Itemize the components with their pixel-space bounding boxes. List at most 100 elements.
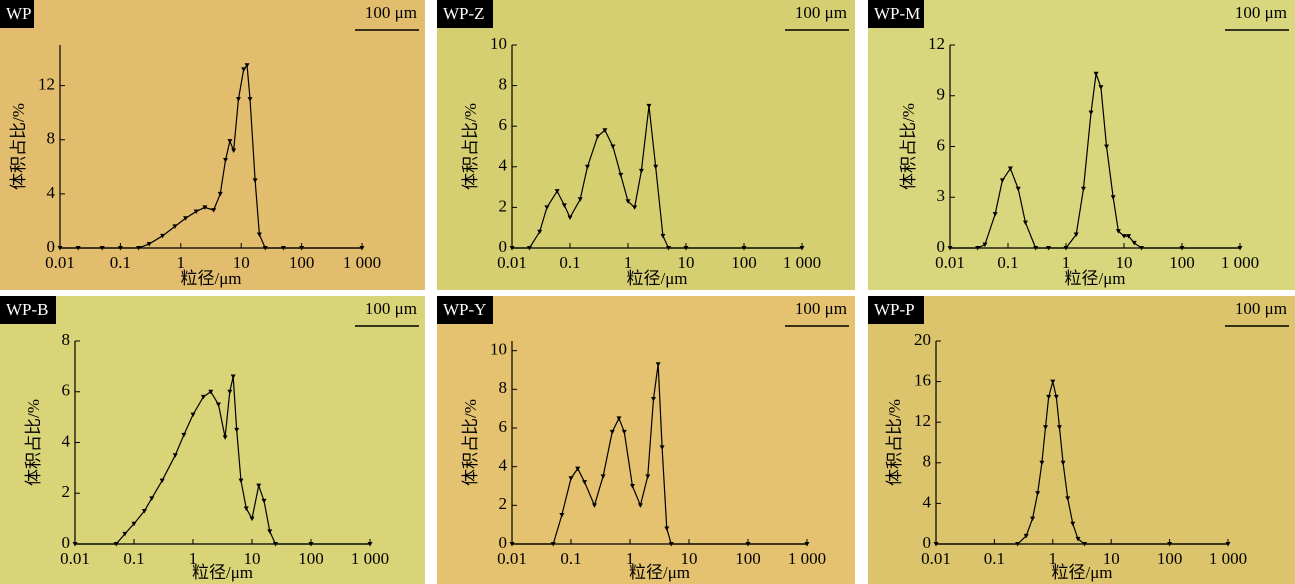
data-marker [600, 474, 606, 479]
data-marker [1115, 229, 1121, 234]
data-marker [933, 542, 939, 547]
data-marker [243, 506, 249, 511]
data-marker [172, 453, 178, 458]
x-tick-label: 100 [298, 549, 324, 568]
x-axis-label: 粒径/μm [626, 269, 687, 288]
data-marker [1050, 379, 1056, 385]
data-marker [741, 246, 747, 251]
panel: WP 100 μm 0 4 8 12 0.01 0.1 1 10 100 1 000 粒径/μm 体积占比… [0, 0, 425, 290]
y-tick-label: 16 [914, 371, 931, 390]
micrograph-background [0, 0, 425, 290]
data-marker [267, 529, 273, 534]
data-marker [183, 216, 189, 221]
scale-bar-label: 100 μm [365, 299, 417, 318]
data-marker [1167, 542, 1173, 547]
data-marker [609, 429, 615, 435]
y-tick-label: 10 [490, 340, 507, 359]
data-marker [625, 199, 631, 204]
data-marker [1023, 533, 1029, 539]
y-tick-label: 8 [923, 452, 932, 471]
data-marker [1030, 516, 1036, 522]
data-marker [550, 542, 556, 547]
data-marker [577, 197, 583, 202]
data-marker [659, 445, 665, 450]
y-axis-label: 体积占比/% [461, 103, 480, 190]
micrograph-background [437, 296, 855, 584]
data-marker [982, 242, 988, 248]
x-tick-label: 100 [1157, 549, 1183, 568]
y-tick-label: 12 [914, 411, 931, 430]
data-marker [1179, 246, 1185, 251]
x-tick-label: 100 [735, 549, 761, 568]
y-axis-label: 体积占比/% [9, 103, 28, 190]
data-marker [668, 542, 674, 547]
x-tick-label: 1 [189, 549, 198, 568]
panel-label-box [0, 296, 56, 324]
data-marker [544, 205, 550, 210]
data-marker [75, 246, 81, 251]
x-tick-label: 0.1 [560, 549, 581, 568]
micrograph-background [868, 0, 1295, 290]
y-tick-label: 8 [62, 330, 71, 349]
data-marker [575, 466, 581, 472]
data-marker [559, 513, 565, 518]
panel: WP-P 100 μm 0 4 8 12 16 20 0.01 0.1 1 10 100 1 000 粒径/… [868, 296, 1295, 584]
x-tick-label: 10 [681, 549, 698, 568]
x-tick-label: 10 [678, 253, 695, 272]
x-tick-label: 0.01 [497, 549, 527, 568]
data-marker [1039, 460, 1045, 466]
data-marker [804, 542, 810, 547]
data-marker [1098, 85, 1104, 90]
x-tick-label: 0.1 [559, 253, 580, 272]
x-tick-label: 0.01 [935, 253, 965, 272]
data-marker [159, 478, 165, 484]
scale-bar-label: 100 μm [1235, 3, 1287, 22]
x-tick-label: 100 [1169, 253, 1195, 272]
data-marker [616, 416, 622, 421]
data-marker [122, 531, 128, 537]
data-marker [975, 246, 981, 251]
data-marker [999, 178, 1005, 183]
x-tick-label: 1 [177, 253, 186, 272]
y-tick-label: 8 [47, 129, 56, 148]
data-marker [509, 246, 515, 251]
panel: WP-Z 100 μm 0 2 4 6 8 10 0.01 0.1 1 10 100 1 000 粒径/μm… [437, 0, 855, 290]
data-marker [1082, 542, 1088, 547]
data-marker [595, 134, 601, 139]
scale-bar-label: 100 μm [795, 3, 847, 22]
data-marker [211, 208, 217, 213]
panel-label: WP-B [6, 300, 49, 319]
x-tick-label: 1 [1049, 549, 1058, 568]
data-marker [1237, 246, 1243, 251]
data-marker [1033, 246, 1039, 251]
y-tick-label: 8 [499, 75, 508, 94]
data-marker [227, 389, 233, 395]
data-marker [1022, 220, 1028, 226]
data-marker [160, 233, 166, 239]
data-marker [618, 172, 624, 178]
data-marker [1015, 542, 1021, 547]
data-marker [202, 205, 208, 210]
data-marker [190, 412, 196, 418]
y-tick-label: 6 [499, 115, 508, 134]
data-marker [215, 402, 221, 407]
panel-label: WP-P [874, 300, 915, 319]
data-marker [1007, 166, 1013, 171]
x-tick-label: 0.01 [60, 549, 90, 568]
data-marker [660, 233, 666, 239]
x-tick-label: 100 [289, 253, 315, 272]
panel-label-box [437, 296, 493, 324]
data-marker [799, 246, 805, 251]
data-marker [582, 480, 588, 485]
x-axis-label: 粒径/μm [180, 269, 241, 288]
y-tick-label: 2 [499, 494, 508, 513]
data-marker [136, 246, 142, 251]
x-tick-label: 1 000 [343, 253, 381, 272]
data-marker [610, 144, 616, 149]
distribution-line [60, 63, 362, 249]
data-marker [241, 67, 247, 72]
data-marker [131, 521, 137, 527]
data-marker [117, 246, 123, 251]
y-tick-label: 4 [499, 156, 508, 175]
